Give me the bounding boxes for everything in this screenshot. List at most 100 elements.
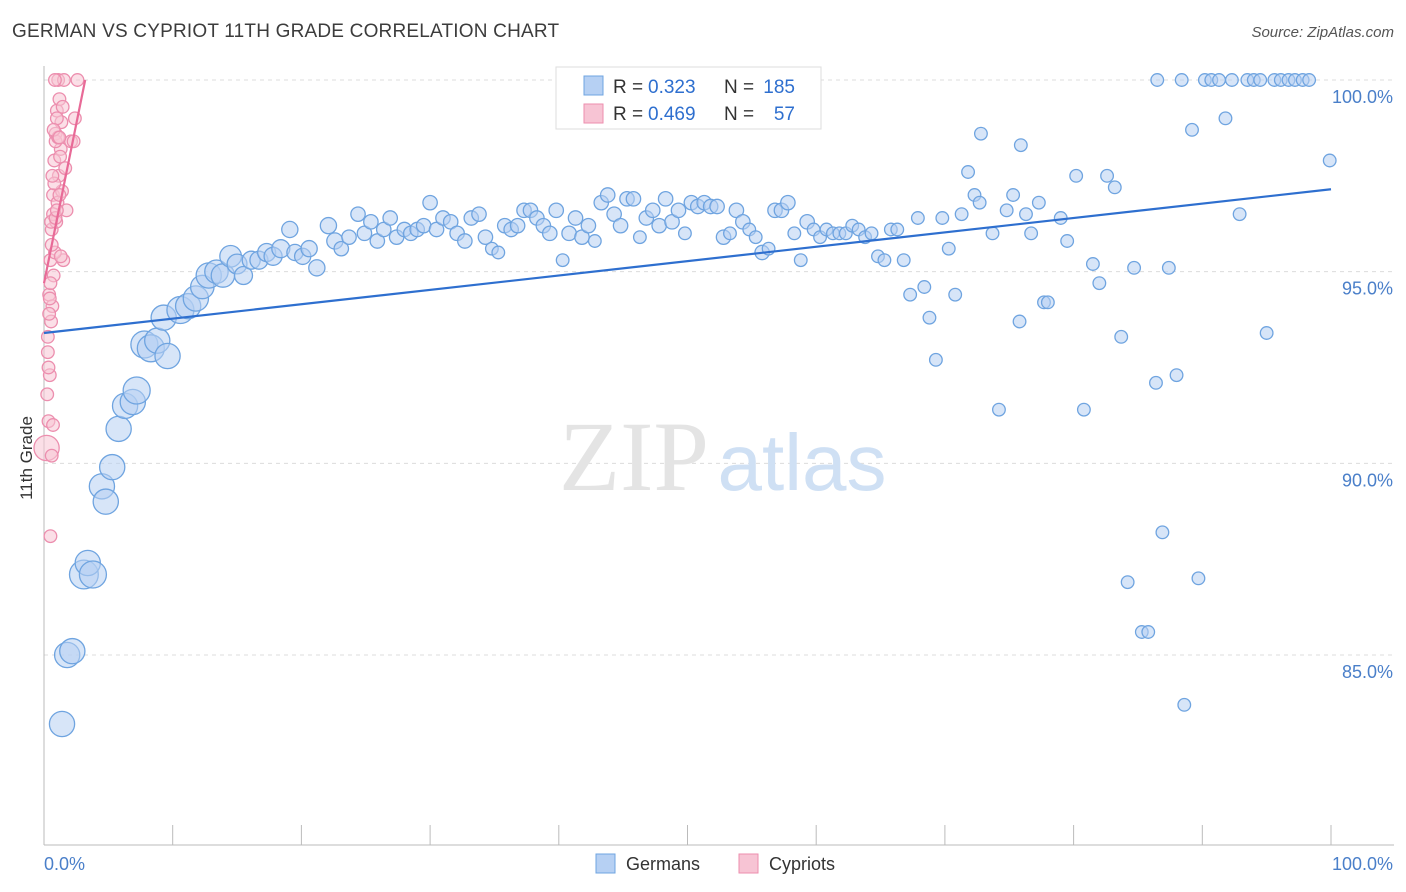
legend-n-value-cypriots: 57	[774, 104, 795, 125]
point-cypriots	[49, 111, 64, 126]
point-germans	[555, 253, 570, 268]
point-germans	[748, 230, 763, 245]
point-germans	[903, 287, 918, 302]
point-germans	[787, 226, 802, 241]
point-germans	[935, 211, 950, 225]
point-germans	[341, 229, 357, 246]
point-germans	[105, 415, 132, 443]
trend-lines	[42, 79, 1332, 335]
point-germans	[422, 194, 438, 211]
chart-title: GERMAN VS CYPRIOT 11TH GRADE CORRELATION…	[12, 21, 560, 42]
point-germans	[999, 203, 1014, 218]
y-tick-label: 100.0%	[1332, 87, 1393, 107]
x-tick-label: 100.0%	[1332, 854, 1393, 874]
point-germans	[541, 225, 558, 242]
point-germans	[657, 190, 674, 207]
point-germans	[1169, 368, 1184, 383]
watermark-atlas: atlas	[718, 418, 887, 507]
point-germans	[961, 165, 976, 179]
gridlines	[44, 79, 1394, 656]
point-germans	[233, 265, 254, 286]
point-germans	[456, 233, 473, 249]
watermark: ZIP atlas	[559, 401, 886, 512]
point-germans	[548, 202, 565, 219]
point-germans	[1060, 234, 1075, 248]
point-germans	[1232, 207, 1247, 222]
point-germans	[1212, 73, 1226, 87]
x-tick-label: 0.0%	[44, 854, 85, 874]
point-germans	[1191, 571, 1206, 586]
point-germans	[281, 220, 299, 239]
point-cypriots	[42, 306, 57, 321]
point-germans	[896, 253, 911, 268]
point-germans	[1114, 329, 1129, 344]
point-cypriots	[70, 73, 85, 87]
point-germans	[877, 253, 892, 268]
legend-swatch-cypriots	[583, 103, 604, 124]
point-germans	[928, 352, 943, 367]
point-germans	[922, 310, 937, 325]
point-germans	[92, 488, 120, 515]
point-germans	[154, 342, 181, 370]
legend-label-cypriots: Cypriots	[769, 854, 835, 874]
point-germans	[78, 560, 108, 589]
point-germans	[509, 217, 526, 234]
point-germans	[651, 217, 668, 234]
point-germans	[48, 710, 76, 738]
point-cypriots	[46, 418, 60, 432]
point-germans	[1150, 73, 1165, 87]
point-cypriots	[47, 73, 62, 87]
point-germans	[1092, 276, 1107, 291]
point-germans	[1185, 122, 1199, 137]
point-germans	[1302, 73, 1317, 87]
series-legend: Germans Cypriots	[595, 853, 835, 874]
point-germans	[1322, 153, 1337, 168]
point-germans	[973, 126, 988, 141]
point-germans	[1040, 295, 1055, 310]
point-germans	[333, 240, 350, 257]
legend-label-germans: Germans	[626, 854, 700, 874]
point-germans	[780, 194, 796, 211]
point-germans	[644, 202, 661, 219]
point-germans	[363, 213, 379, 230]
point-germans	[1024, 226, 1039, 241]
point-germans	[941, 241, 956, 256]
point-germans	[793, 253, 808, 268]
point-germans	[580, 217, 597, 234]
point-germans	[561, 225, 577, 242]
trend-line-cypriots	[42, 79, 87, 284]
tick-labels: 85.0% 90.0% 95.0% 100.0% 0.0% 100.0%	[44, 87, 1393, 874]
point-germans	[1218, 111, 1233, 126]
point-germans	[319, 216, 338, 235]
point-germans	[1012, 314, 1027, 329]
point-germans	[612, 217, 629, 234]
point-germans	[471, 206, 487, 223]
point-germans	[910, 211, 925, 225]
point-cypriots	[40, 345, 55, 360]
trend-line-germans	[43, 188, 1332, 335]
point-germans	[709, 198, 725, 215]
point-germans	[350, 206, 366, 223]
legend-n-label-cypriots: N =	[724, 104, 754, 125]
point-germans	[122, 376, 151, 405]
point-germans	[1120, 575, 1135, 590]
point-germans	[1006, 188, 1021, 202]
legend-swatch-germans-bottom	[595, 853, 616, 874]
point-germans	[382, 210, 399, 226]
point-germans	[567, 210, 584, 226]
point-cypriots	[43, 529, 58, 544]
point-germans	[954, 207, 969, 222]
legend-r-value-germans: 0.323	[648, 77, 696, 98]
point-germans	[587, 234, 602, 248]
point-germans	[1107, 180, 1122, 195]
point-cypriots	[41, 360, 56, 375]
point-cypriots	[44, 448, 59, 463]
y-axis-label: 11th Grade	[17, 416, 36, 500]
point-germans	[1149, 375, 1163, 390]
point-germans	[1253, 73, 1268, 87]
point-germans	[1161, 260, 1176, 275]
point-germans	[98, 453, 126, 481]
point-germans	[599, 187, 616, 203]
point-cypriots	[55, 99, 70, 114]
stats-legend: R = 0.323 N = 185 R = 0.469 N = 57	[555, 66, 822, 130]
